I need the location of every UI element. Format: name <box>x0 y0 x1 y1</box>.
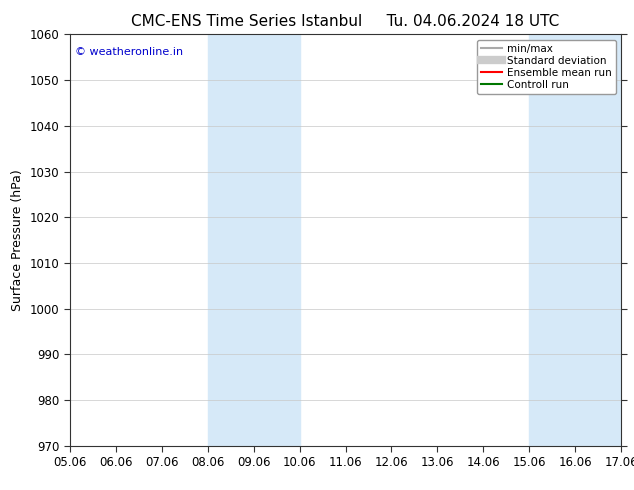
Title: CMC-ENS Time Series Istanbul     Tu. 04.06.2024 18 UTC: CMC-ENS Time Series Istanbul Tu. 04.06.2… <box>131 14 560 29</box>
Legend: min/max, Standard deviation, Ensemble mean run, Controll run: min/max, Standard deviation, Ensemble me… <box>477 40 616 94</box>
Bar <box>529 34 621 446</box>
Bar <box>207 34 299 446</box>
Y-axis label: Surface Pressure (hPa): Surface Pressure (hPa) <box>11 169 24 311</box>
Text: © weatheronline.in: © weatheronline.in <box>75 47 183 57</box>
